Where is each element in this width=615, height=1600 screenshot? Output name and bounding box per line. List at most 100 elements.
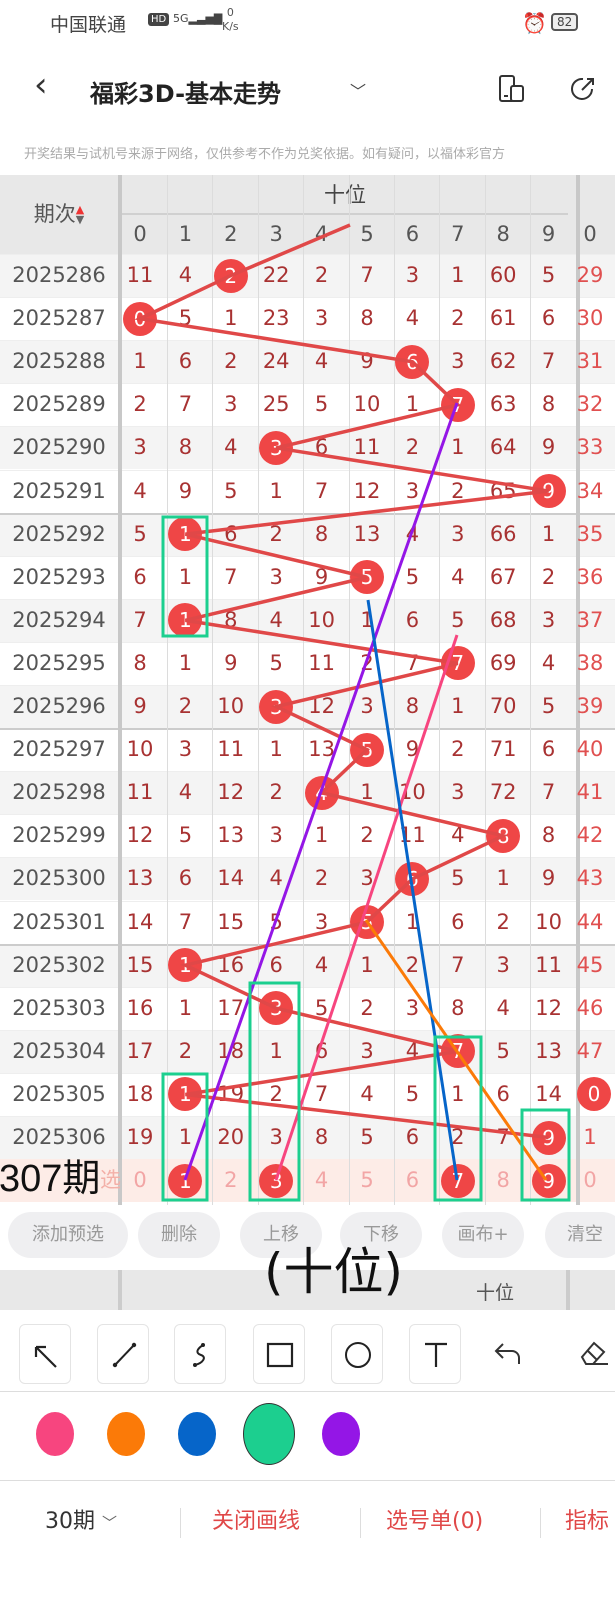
value-cell: 13: [535, 1038, 562, 1063]
period-cell: 2025294: [12, 607, 106, 632]
preview-digit[interactable]: 0: [583, 1168, 597, 1193]
value-cell: 3: [314, 909, 329, 934]
preview-digit[interactable]: 4: [314, 1168, 329, 1193]
digit-header: 5: [360, 222, 374, 246]
value-cell: 12: [217, 780, 245, 805]
indicator-button[interactable]: 指标: [565, 1509, 610, 1534]
column-divider: [484, 175, 486, 1205]
table-row: [0, 1029, 615, 1073]
drawn-line: [366, 599, 459, 1181]
period-cell: 2025299: [12, 823, 106, 848]
preview-digit[interactable]: 6: [405, 1168, 420, 1193]
preview-digit[interactable]: 5: [360, 1168, 374, 1193]
rectangle-tool-button[interactable]: [253, 1324, 305, 1384]
action-button[interactable]: 添加预选: [8, 1212, 128, 1258]
device-icon[interactable]: [497, 74, 527, 104]
digit-header: 6: [405, 222, 420, 246]
column-divider: [530, 175, 532, 1205]
battery-icon: 82: [551, 13, 579, 31]
preview-digit[interactable]: 0: [133, 1168, 147, 1193]
preview-digit[interactable]: 8: [496, 1168, 510, 1193]
drawn-rectangle: [161, 1072, 209, 1202]
footer-header: 十位: [0, 1270, 615, 1310]
period-cell: 2025289: [12, 392, 106, 417]
close-drawing-button[interactable]: 关闭画线: [212, 1509, 301, 1534]
preview-selected-ball[interactable]: 1: [168, 1163, 203, 1198]
value-cell: 6: [133, 564, 147, 589]
column-divider: [575, 175, 580, 1205]
chevron-down-icon[interactable]: ﹀: [350, 82, 367, 101]
color-swatch[interactable]: [178, 1412, 216, 1456]
sort-icon[interactable]: ▲ ▼: [75, 203, 85, 226]
text-tool-button[interactable]: [409, 1324, 461, 1384]
ticket-button[interactable]: 选号单(0): [386, 1509, 484, 1534]
value-cell: 10: [217, 694, 245, 718]
arrow-tool-button[interactable]: [19, 1324, 71, 1384]
value-cell: 2: [178, 694, 193, 718]
share-icon[interactable]: [568, 74, 598, 104]
value-cell: 12: [353, 478, 381, 503]
color-swatch[interactable]: [107, 1412, 145, 1456]
drawn-line: [183, 402, 459, 1181]
column-divider: [118, 175, 122, 1205]
period-cell: 2025306: [12, 1125, 106, 1149]
period-count-select[interactable]: 30期 ﹀: [45, 1503, 117, 1535]
curve-tool-button[interactable]: [174, 1324, 226, 1384]
value-cell: 1: [541, 521, 556, 546]
hit-ball: 2: [213, 258, 248, 293]
value-cell: 41: [576, 780, 604, 805]
value-cell: 1: [269, 1038, 283, 1063]
value-cell: 14: [217, 866, 245, 891]
period-cell: 2025297: [12, 737, 106, 762]
period-cell: 2025286: [12, 263, 106, 287]
eraser-icon[interactable]: [578, 1338, 610, 1370]
value-cell: 3: [360, 1038, 374, 1063]
value-cell: 8: [133, 650, 147, 675]
value-cell: 15: [126, 952, 154, 977]
preview-digit[interactable]: 2: [224, 1168, 238, 1193]
network-speed: 0 K/s: [222, 6, 239, 34]
color-swatch[interactable]: [243, 1403, 295, 1465]
column-divider: [166, 175, 168, 1205]
period-header[interactable]: 期次▲ ▼: [0, 175, 118, 254]
speed-value: 0: [226, 6, 234, 19]
value-cell: 37: [576, 607, 604, 632]
value-cell: 11: [353, 435, 381, 460]
drawn-rectangle: [520, 1108, 571, 1202]
page-title[interactable]: 福彩3D-基本走势: [90, 80, 282, 108]
undo-icon[interactable]: [493, 1338, 525, 1370]
value-cell: 5: [178, 823, 193, 848]
action-button[interactable]: 删除: [138, 1212, 220, 1258]
value-cell: 16: [126, 995, 154, 1020]
action-button[interactable]: 画布+: [442, 1212, 524, 1258]
value-cell: 6: [178, 866, 193, 891]
period-cell: 2025288: [12, 349, 106, 374]
back-icon[interactable]: ‹: [34, 65, 48, 105]
value-cell: 11: [217, 737, 245, 762]
value-cell: 29: [576, 263, 604, 287]
column-divider: [257, 175, 259, 1205]
value-cell: 1: [405, 392, 420, 417]
color-swatch[interactable]: [36, 1412, 74, 1456]
preview-label[interactable]: 选: [100, 1168, 121, 1193]
annotation-text: (十位): [264, 1243, 404, 1301]
value-cell: 2: [451, 306, 465, 331]
value-cell: 13: [353, 521, 381, 546]
value-cell: 60: [489, 263, 517, 287]
value-cell: 17: [126, 1038, 154, 1063]
value-cell: 47: [576, 1038, 604, 1063]
line-tool-button[interactable]: [97, 1324, 149, 1384]
preview-selected-ball[interactable]: 7: [440, 1163, 475, 1198]
action-button[interactable]: 上移: [240, 1212, 322, 1258]
digit-header: 0: [133, 222, 147, 246]
value-cell: 5: [496, 1038, 510, 1063]
value-cell: 13: [217, 823, 245, 848]
action-button[interactable]: 清空: [545, 1212, 615, 1258]
action-button[interactable]: 下移: [340, 1212, 422, 1258]
value-cell: 7: [360, 263, 374, 287]
color-swatch[interactable]: [322, 1412, 360, 1456]
value-cell: 66: [489, 521, 517, 546]
value-cell: 1: [496, 866, 510, 891]
circle-tool-button[interactable]: [331, 1324, 383, 1384]
value-cell: 38: [576, 650, 604, 675]
